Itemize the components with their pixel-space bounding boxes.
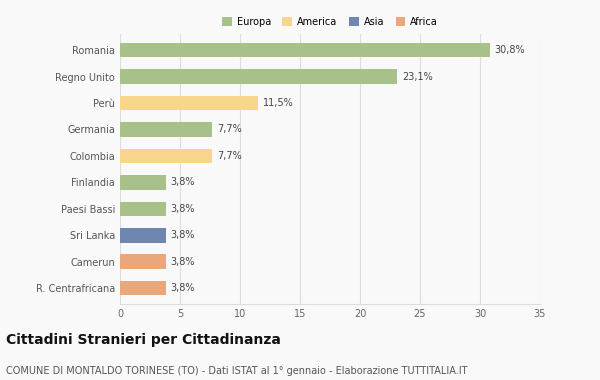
Bar xyxy=(120,96,258,110)
Legend: Europa, America, Asia, Africa: Europa, America, Asia, Africa xyxy=(222,17,438,27)
Text: Cittadini Stranieri per Cittadinanza: Cittadini Stranieri per Cittadinanza xyxy=(6,333,281,347)
Bar xyxy=(120,228,166,242)
Text: 7,7%: 7,7% xyxy=(217,151,242,161)
Text: 30,8%: 30,8% xyxy=(494,45,525,55)
Bar xyxy=(120,254,166,269)
Bar xyxy=(120,69,397,84)
Bar xyxy=(120,281,166,295)
Text: 7,7%: 7,7% xyxy=(217,124,242,135)
Text: 3,8%: 3,8% xyxy=(170,177,195,187)
Bar xyxy=(120,122,212,137)
Bar xyxy=(120,201,166,216)
Text: 3,8%: 3,8% xyxy=(170,230,195,240)
Text: COMUNE DI MONTALDO TORINESE (TO) - Dati ISTAT al 1° gennaio - Elaborazione TUTTI: COMUNE DI MONTALDO TORINESE (TO) - Dati … xyxy=(6,366,467,376)
Text: 3,8%: 3,8% xyxy=(170,204,195,214)
Text: 23,1%: 23,1% xyxy=(402,71,433,82)
Bar xyxy=(120,175,166,190)
Text: 3,8%: 3,8% xyxy=(170,283,195,293)
Bar xyxy=(120,149,212,163)
Bar xyxy=(120,43,490,57)
Text: 3,8%: 3,8% xyxy=(170,256,195,267)
Text: 11,5%: 11,5% xyxy=(263,98,293,108)
